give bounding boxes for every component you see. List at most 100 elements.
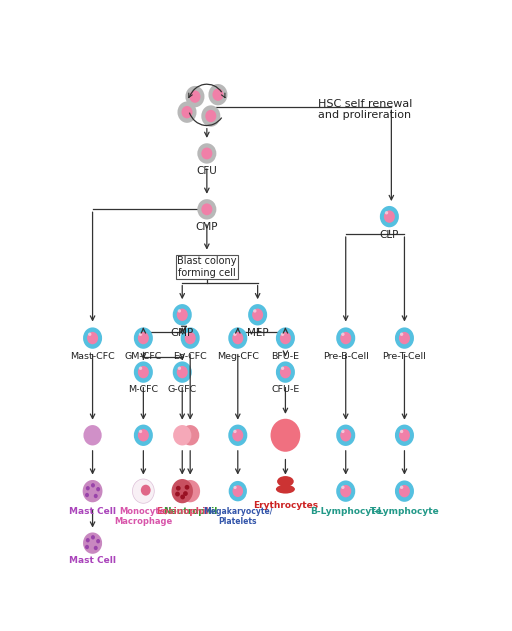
Text: T-Lymphocyte: T-Lymphocyte	[370, 507, 439, 516]
Ellipse shape	[201, 148, 212, 160]
Text: Mast Cell: Mast Cell	[69, 556, 116, 565]
Ellipse shape	[87, 332, 98, 345]
Ellipse shape	[178, 309, 181, 312]
Ellipse shape	[82, 480, 102, 502]
Ellipse shape	[380, 206, 399, 227]
Ellipse shape	[229, 481, 247, 502]
Ellipse shape	[197, 143, 217, 163]
Ellipse shape	[276, 362, 295, 383]
Ellipse shape	[399, 332, 410, 345]
Ellipse shape	[85, 545, 89, 549]
Text: CFU-E: CFU-E	[271, 385, 300, 394]
Ellipse shape	[385, 211, 388, 215]
Text: Mast-CFC: Mast-CFC	[70, 351, 115, 361]
Ellipse shape	[134, 425, 153, 446]
Text: Pre-B-Cell: Pre-B-Cell	[323, 351, 369, 361]
Ellipse shape	[138, 332, 149, 345]
Ellipse shape	[141, 485, 151, 495]
Ellipse shape	[139, 367, 142, 370]
Ellipse shape	[270, 419, 301, 452]
Ellipse shape	[400, 486, 403, 489]
Ellipse shape	[178, 102, 197, 123]
Text: CLP: CLP	[380, 230, 399, 240]
Ellipse shape	[201, 105, 220, 127]
Ellipse shape	[341, 486, 345, 489]
Ellipse shape	[384, 210, 395, 223]
Text: Mast Cell: Mast Cell	[69, 507, 116, 516]
Ellipse shape	[399, 429, 410, 442]
Ellipse shape	[212, 88, 223, 101]
Ellipse shape	[173, 304, 192, 326]
Text: Blast colony
forming cell: Blast colony forming cell	[177, 256, 237, 278]
Ellipse shape	[233, 333, 237, 336]
Ellipse shape	[186, 333, 189, 336]
Ellipse shape	[86, 486, 90, 490]
Ellipse shape	[336, 425, 355, 446]
Ellipse shape	[228, 327, 247, 349]
Ellipse shape	[96, 487, 100, 492]
Ellipse shape	[180, 495, 185, 499]
Ellipse shape	[88, 333, 92, 336]
Ellipse shape	[181, 106, 193, 119]
Ellipse shape	[280, 332, 291, 345]
Text: Monocyte/
Macrophage: Monocyte/ Macrophage	[114, 507, 173, 526]
Text: CMP: CMP	[196, 222, 218, 232]
Ellipse shape	[228, 425, 247, 446]
Ellipse shape	[276, 327, 295, 349]
Ellipse shape	[94, 546, 98, 550]
Ellipse shape	[189, 90, 201, 103]
Ellipse shape	[177, 366, 188, 379]
Ellipse shape	[83, 533, 102, 554]
Text: HSC self renewal: HSC self renewal	[318, 99, 412, 109]
Ellipse shape	[138, 366, 149, 379]
Ellipse shape	[205, 110, 217, 122]
Ellipse shape	[340, 332, 351, 345]
Ellipse shape	[233, 430, 237, 433]
Ellipse shape	[85, 493, 89, 497]
Ellipse shape	[248, 304, 267, 326]
Ellipse shape	[400, 430, 403, 433]
Ellipse shape	[181, 425, 199, 445]
Ellipse shape	[96, 539, 100, 543]
Text: M-CFC: M-CFC	[129, 385, 158, 394]
Ellipse shape	[336, 327, 355, 349]
Ellipse shape	[233, 486, 237, 489]
Ellipse shape	[86, 538, 90, 543]
Ellipse shape	[176, 486, 181, 491]
Ellipse shape	[172, 479, 193, 504]
Ellipse shape	[208, 84, 227, 105]
Ellipse shape	[201, 259, 212, 271]
Text: BFU-E: BFU-E	[271, 351, 300, 361]
Ellipse shape	[197, 199, 217, 220]
Ellipse shape	[252, 309, 263, 321]
Ellipse shape	[94, 494, 98, 498]
Ellipse shape	[253, 309, 257, 312]
Text: B-Lymphocyte: B-Lymphocyte	[310, 507, 381, 516]
Text: Pre-T-Cell: Pre-T-Cell	[382, 351, 426, 361]
Ellipse shape	[91, 483, 95, 488]
Ellipse shape	[232, 429, 243, 442]
Ellipse shape	[180, 480, 200, 502]
Ellipse shape	[341, 430, 345, 433]
Ellipse shape	[232, 332, 243, 345]
Ellipse shape	[177, 309, 188, 321]
Ellipse shape	[399, 485, 410, 497]
Ellipse shape	[83, 327, 102, 349]
Text: Eosinophil: Eosinophil	[156, 507, 208, 516]
Text: Erythrocytes: Erythrocytes	[253, 501, 318, 510]
Text: GMP: GMP	[170, 328, 194, 338]
Ellipse shape	[173, 425, 191, 445]
Ellipse shape	[134, 362, 153, 383]
Text: Eo-CFC: Eo-CFC	[173, 351, 207, 361]
Ellipse shape	[341, 333, 345, 336]
Text: Meg-CFC: Meg-CFC	[217, 351, 259, 361]
Ellipse shape	[83, 425, 102, 445]
Ellipse shape	[133, 479, 154, 504]
Ellipse shape	[276, 485, 295, 493]
Ellipse shape	[281, 333, 284, 336]
Ellipse shape	[139, 333, 142, 336]
Ellipse shape	[277, 476, 294, 487]
Ellipse shape	[395, 480, 414, 502]
Ellipse shape	[340, 485, 351, 497]
Text: GM-CFC: GM-CFC	[125, 351, 162, 361]
